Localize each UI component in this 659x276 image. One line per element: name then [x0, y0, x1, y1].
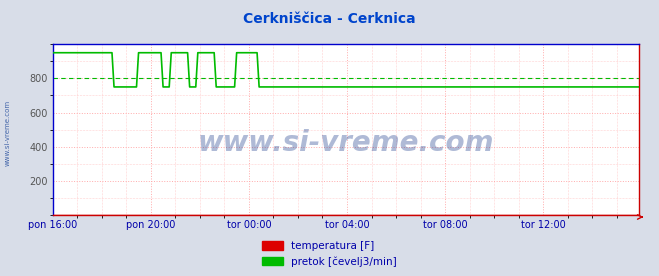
Text: www.si-vreme.com: www.si-vreme.com — [198, 129, 494, 157]
Text: www.si-vreme.com: www.si-vreme.com — [5, 99, 11, 166]
Text: Cerkniščica - Cerknica: Cerkniščica - Cerknica — [243, 12, 416, 26]
Legend: temperatura [F], pretok [čevelj3/min]: temperatura [F], pretok [čevelj3/min] — [258, 237, 401, 271]
